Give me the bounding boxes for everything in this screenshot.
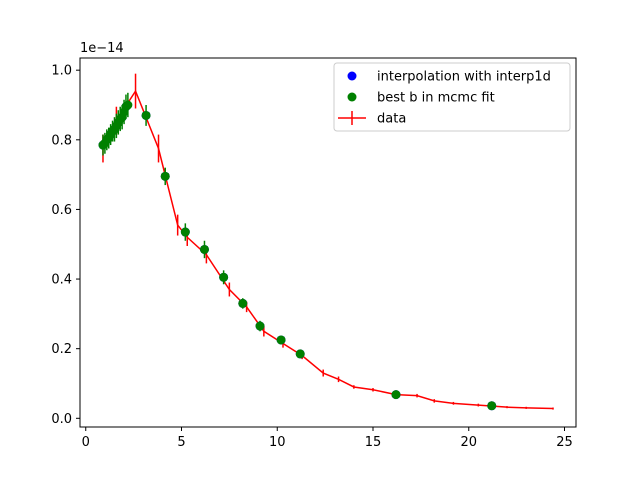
axes-layer: 0 5 10 15 20 25 0.0 0.2 0.4 0.6 0.8 1.0 <box>51 57 577 450</box>
x-tick-label: 0 <box>82 435 90 450</box>
y-tick-label: 0.8 <box>51 133 72 148</box>
x-tick-label: 25 <box>556 435 573 450</box>
x-tick-label: 20 <box>460 435 477 450</box>
x-tick-label: 15 <box>365 435 382 450</box>
mcmc-point <box>487 401 497 411</box>
mcmc-point <box>255 321 265 331</box>
y-tick-label: 1.0 <box>51 64 72 79</box>
mcmc-point <box>199 244 209 254</box>
mcmc-point <box>160 171 170 181</box>
data-layer <box>98 73 554 411</box>
mcmc-point <box>219 272 229 282</box>
plot-frame <box>79 57 577 428</box>
legend-label-data: data <box>377 112 406 127</box>
mcmc-point <box>123 100 133 110</box>
mcmc-point <box>295 349 305 359</box>
y-offset-label: 1e−14 <box>80 41 124 56</box>
data-series-line <box>102 89 554 410</box>
legend-marker-mcmc <box>347 92 357 102</box>
legend-label-interp: interpolation with interp1d <box>377 70 551 85</box>
y-tick-label: 0.2 <box>51 342 72 357</box>
mcmc-point <box>180 227 190 237</box>
legend-marker-interp <box>347 71 357 81</box>
y-tick-label: 0.4 <box>51 273 72 288</box>
y-tick-label: 0.0 <box>51 412 72 427</box>
y-tick-label: 0.6 <box>51 203 72 218</box>
mcmc-point <box>238 298 248 308</box>
x-tick-label: 10 <box>269 435 286 450</box>
mcmc-point <box>276 335 286 345</box>
mcmc-point <box>391 390 401 400</box>
legend-label-mcmc: best b in mcmc fit <box>377 91 495 106</box>
legend: interpolation with interp1d best b in mc… <box>333 62 571 132</box>
legend-frame <box>333 62 571 132</box>
x-tick-label: 5 <box>177 435 185 450</box>
mcmc-point <box>141 110 151 120</box>
